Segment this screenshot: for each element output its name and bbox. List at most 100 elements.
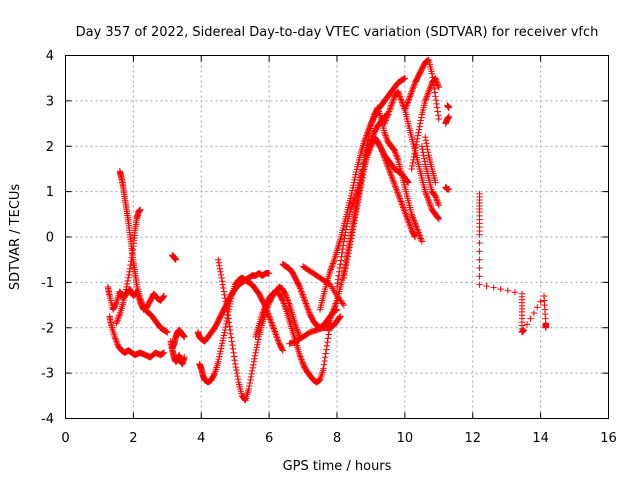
data-point-marker (414, 132, 422, 139)
data-point-marker (272, 329, 279, 337)
data-point-marker (542, 324, 549, 331)
data-point-marker (303, 303, 311, 310)
data-point-marker (346, 241, 354, 248)
data-point-marker (329, 260, 337, 267)
data-point-marker (414, 226, 421, 233)
data-point-marker (391, 181, 398, 189)
data-point-marker (298, 288, 305, 295)
data-point-marker (172, 256, 179, 263)
data-point-marker (356, 183, 363, 191)
data-point-marker (293, 326, 301, 333)
data-point-marker (224, 314, 231, 322)
data-point-marker (246, 379, 254, 387)
data-point-marker (138, 299, 146, 306)
data-point-marker (341, 271, 348, 279)
data-point-marker (320, 365, 327, 372)
data-point-marker (259, 309, 267, 316)
x-tick-label: 16 (600, 431, 617, 446)
data-point-marker (383, 135, 390, 142)
data-point-marker (347, 195, 354, 202)
y-axis-label: SDTVAR / TECUs (8, 184, 23, 291)
data-point-marker (137, 296, 144, 303)
data-point-marker (221, 295, 229, 302)
data-point-marker (414, 135, 421, 142)
data-point-marker (435, 84, 443, 91)
data-point-marker (380, 151, 387, 158)
data-point-marker (388, 174, 396, 181)
data-point-marker (359, 163, 367, 170)
data-point-marker (221, 291, 228, 299)
data-point-marker (476, 231, 483, 238)
data-point-marker (400, 205, 407, 213)
data-point-marker (296, 283, 303, 291)
data-point-marker (300, 294, 307, 301)
data-point-marker (409, 212, 416, 220)
data-point-marker (353, 203, 360, 210)
data-point-marker (385, 109, 392, 117)
data-point-marker (347, 238, 354, 245)
data-point-marker (271, 326, 278, 334)
data-point-marker (379, 149, 387, 157)
data-point-marker (250, 361, 257, 369)
data-point-marker (410, 215, 417, 223)
data-point-marker (328, 312, 335, 319)
data-point-marker (322, 350, 329, 357)
data-point-marker (411, 220, 419, 227)
data-point-marker (361, 137, 368, 144)
data-point-marker (382, 157, 389, 164)
data-point-marker (220, 288, 228, 295)
data-point-marker (383, 158, 390, 166)
data-point-marker (272, 331, 280, 338)
data-point-marker (279, 297, 286, 304)
data-point-marker (433, 79, 441, 86)
data-point-marker (127, 261, 134, 269)
data-point-marker (228, 334, 235, 341)
data-point-marker (124, 277, 131, 285)
data-point-marker (222, 298, 229, 305)
data-point-marker (412, 223, 420, 230)
data-point-marker (396, 93, 403, 100)
data-point-marker (129, 250, 136, 257)
data-point-marker (252, 346, 260, 354)
data-point-marker (218, 342, 225, 350)
data-point-marker (377, 145, 385, 152)
data-point-marker (394, 155, 401, 162)
data-point-marker (433, 104, 441, 111)
data-point-marker (527, 315, 534, 322)
data-point-marker (226, 326, 234, 334)
data-point-marker (389, 175, 396, 182)
data-point-marker (424, 146, 431, 153)
data-point-marker (412, 141, 420, 148)
data-point-marker (352, 171, 359, 178)
data-point-marker (432, 179, 439, 186)
data-point-marker (330, 306, 337, 313)
points-layer (104, 56, 549, 404)
data-point-marker (410, 82, 418, 89)
data-point-marker (362, 150, 369, 158)
data-point-marker (329, 261, 336, 269)
data-point-marker (422, 133, 429, 141)
x-tick-label: 2 (129, 431, 137, 446)
data-point-marker (268, 320, 276, 328)
data-point-marker (245, 385, 252, 393)
data-point-marker (343, 256, 351, 263)
data-point-marker (422, 96, 430, 103)
data-point-marker (344, 253, 351, 260)
y-tick-label: 0 (46, 231, 54, 246)
data-point-marker (273, 332, 280, 340)
data-point-marker (394, 190, 402, 198)
data-point-marker (293, 324, 300, 331)
data-point-marker (433, 100, 440, 108)
data-point-marker (215, 355, 222, 363)
data-point-marker (274, 337, 282, 344)
data-point-marker (217, 271, 225, 279)
data-point-marker (414, 227, 422, 235)
data-point-marker (281, 301, 288, 309)
data-point-marker (350, 215, 358, 223)
data-point-marker (113, 339, 121, 347)
data-point-marker (388, 172, 395, 179)
data-point-marker (406, 94, 413, 102)
data-point-marker (231, 360, 239, 368)
data-point-marker (321, 357, 328, 365)
data-point-marker (432, 93, 439, 100)
